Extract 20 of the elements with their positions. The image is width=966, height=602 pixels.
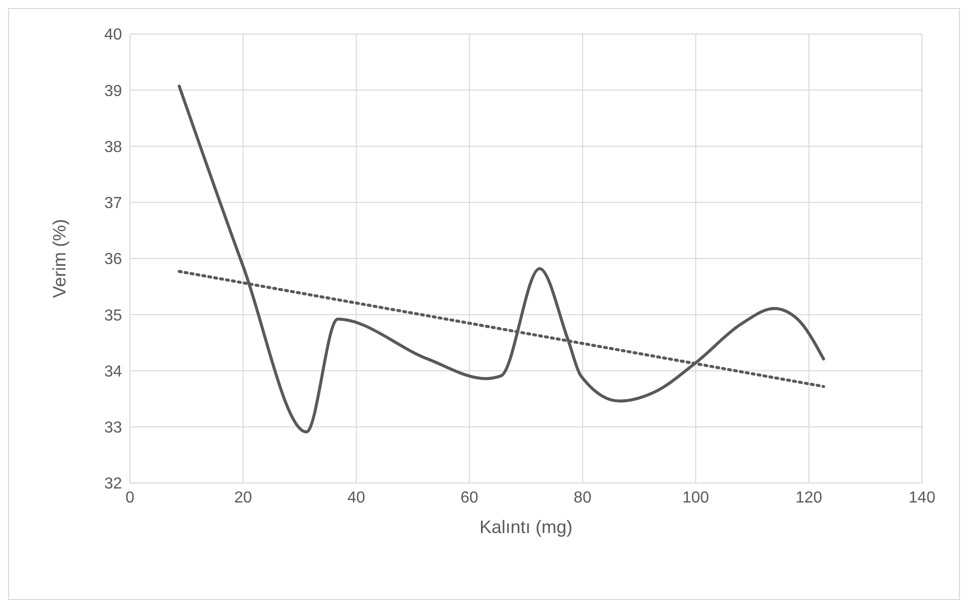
x-tick-label: 100	[682, 489, 710, 506]
x-tick-label: 140	[908, 489, 936, 506]
y-axis-title: Verim (%)	[49, 218, 70, 298]
y-tick-label: 33	[104, 420, 122, 437]
x-tick-label: 20	[234, 489, 252, 506]
line-series	[178, 84, 826, 434]
y-tick-label: 36	[104, 251, 122, 268]
x-tick-label: 40	[347, 489, 366, 506]
y-tick-label: 37	[104, 195, 122, 212]
y-tick-label: 39	[104, 82, 122, 100]
y-tick-label: 35	[104, 307, 122, 324]
x-tick-label: 0	[126, 489, 135, 506]
x-tick-label: 120	[796, 489, 822, 506]
y-tick-label: 34	[104, 363, 122, 380]
y-tick-label: 32	[104, 476, 122, 493]
x-tick-label: 60	[460, 489, 478, 506]
y-tick-label: 38	[104, 138, 122, 156]
x-tick-label: 80	[574, 489, 592, 506]
y-tick-label: 40	[104, 26, 122, 44]
x-axis-title: Kalıntı (mg)	[479, 517, 573, 537]
